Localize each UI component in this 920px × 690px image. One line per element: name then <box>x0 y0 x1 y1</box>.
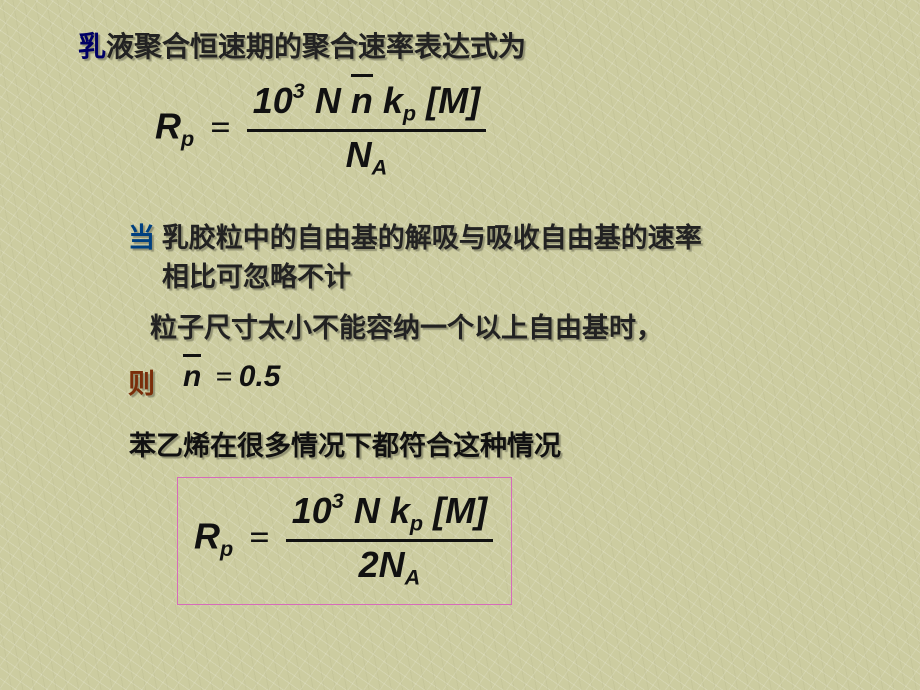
eq1-k: k <box>383 80 403 121</box>
condition-line1: 当 乳胶粒中的自由基的解吸与吸收自由基的速率 <box>128 216 702 255</box>
eq2-numerator: 103 N kp [M] <box>286 488 493 537</box>
eq1-lhs-p: p <box>181 126 194 151</box>
ze-label: 则 <box>128 369 155 399</box>
eq2-N: N <box>354 490 380 531</box>
eq1-exp3: 3 <box>293 78 305 103</box>
eq2-equals: = <box>249 517 270 557</box>
title-leading-char: 乳 <box>78 32 106 63</box>
eq2-denA: A <box>405 564 421 589</box>
eq2-fraction: 103 N kp [M] 2NA <box>286 488 493 590</box>
eq2-exp3: 3 <box>332 488 344 513</box>
eq2-denominator: 2NA <box>286 544 493 591</box>
eq2-fraction-bar <box>286 539 493 542</box>
equation-rp-full: Rp = 103 N n kp [M] NA <box>155 78 486 180</box>
eq1-10: 10 <box>253 80 293 121</box>
eq2-lhs-R: R <box>194 516 220 557</box>
eq2-den2: 2 <box>359 544 379 585</box>
eq2-lhs-p: p <box>220 536 233 561</box>
eq2-kp: p <box>410 511 423 536</box>
eq1-nbar: n <box>351 80 373 122</box>
eq1-kp: p <box>403 101 416 126</box>
dang-label: 当 <box>128 223 155 253</box>
equation-rp-simplified: Rp = 103 N kp [M] 2NA <box>194 488 493 590</box>
then-equals: = <box>216 360 233 393</box>
title-line: 乳液聚合恒速期的聚合速率表达式为 <box>78 25 526 65</box>
eq1-equals: = <box>210 107 231 147</box>
title-rest-text: 液聚合恒速期的聚合速率表达式为 <box>106 32 526 63</box>
condition-line2: 相比可忽略不计 <box>162 255 351 294</box>
equation-nbar-half: n =0.5 <box>183 360 281 394</box>
eq1-fraction-bar <box>247 129 486 132</box>
eq2-k: k <box>390 490 410 531</box>
eq1-denA: A <box>372 154 388 179</box>
eq1-M: [M] <box>426 80 480 121</box>
then-label-line: 则 <box>128 362 155 401</box>
eq2-denN: N <box>379 544 405 585</box>
eq1-numerator: 103 N n kp [M] <box>247 78 486 127</box>
eq1-lhs-R: R <box>155 106 181 147</box>
eq1-N: N <box>315 80 341 121</box>
styrene-line: 苯乙烯在很多情况下都符合这种情况 <box>129 424 561 463</box>
then-nbar: n <box>183 360 201 394</box>
condition-line3: 粒子尺寸太小不能容纳一个以上自由基时， <box>150 306 663 345</box>
eq1-denominator: NA <box>247 134 486 181</box>
eq2-10: 10 <box>292 490 332 531</box>
then-val: 0.5 <box>239 360 281 393</box>
eq1-denN: N <box>346 134 372 175</box>
eq1-fraction: 103 N n kp [M] NA <box>247 78 486 180</box>
condition-text1: 乳胶粒中的自由基的解吸与吸收自由基的速率 <box>155 223 702 253</box>
eq2-M: [M] <box>433 490 487 531</box>
